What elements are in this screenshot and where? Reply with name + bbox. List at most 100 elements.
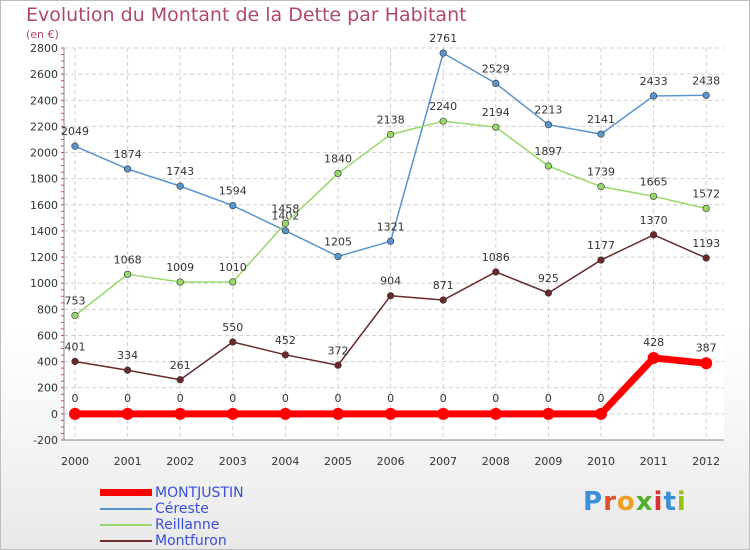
data-label: 2240 bbox=[429, 100, 457, 113]
data-point bbox=[71, 357, 79, 366]
y-tick-label: 0 bbox=[51, 408, 58, 421]
data-label: 1193 bbox=[692, 237, 720, 250]
data-label: 1177 bbox=[587, 239, 615, 252]
data-label: 1068 bbox=[114, 253, 142, 266]
data-label: 0 bbox=[229, 392, 236, 405]
data-label: 0 bbox=[492, 392, 499, 405]
data-point bbox=[439, 117, 447, 125]
data-label: 1840 bbox=[324, 152, 352, 165]
data-label: 0 bbox=[598, 392, 605, 405]
data-label: 2141 bbox=[587, 113, 615, 126]
data-label: 1086 bbox=[482, 251, 510, 264]
x-tick-label: 2008 bbox=[482, 455, 510, 468]
y-tick-label: 2800 bbox=[30, 42, 58, 55]
data-point bbox=[597, 183, 605, 191]
data-label: 1739 bbox=[587, 166, 615, 179]
data-label: 871 bbox=[433, 279, 454, 292]
data-point bbox=[489, 407, 502, 420]
x-tick-label: 2009 bbox=[534, 455, 562, 468]
data-label: 0 bbox=[124, 392, 131, 405]
data-label: 428 bbox=[643, 336, 664, 349]
data-label: 2213 bbox=[534, 104, 562, 117]
data-point bbox=[281, 219, 290, 227]
data-label: 372 bbox=[328, 344, 349, 357]
data-point bbox=[544, 289, 553, 297]
y-tick-label: 1200 bbox=[30, 251, 58, 264]
x-tick-label: 2001 bbox=[114, 455, 142, 468]
data-point bbox=[437, 407, 450, 420]
data-label: 1402 bbox=[271, 210, 299, 223]
data-point bbox=[544, 121, 553, 129]
data-label: 0 bbox=[72, 392, 79, 405]
data-point bbox=[700, 357, 713, 370]
data-point bbox=[334, 169, 342, 178]
data-point bbox=[702, 91, 710, 99]
y-tick-label: 600 bbox=[37, 329, 58, 342]
data-point bbox=[387, 130, 395, 139]
data-label: 1594 bbox=[219, 185, 247, 198]
x-tick-label: 2000 bbox=[61, 455, 89, 468]
legend-label: Céreste bbox=[155, 501, 209, 517]
x-tick-label: 2005 bbox=[324, 455, 352, 468]
data-label: 1370 bbox=[640, 214, 668, 227]
data-label: 1010 bbox=[219, 261, 247, 274]
data-point bbox=[492, 123, 500, 131]
data-point bbox=[71, 311, 79, 320]
y-tick-label: -200 bbox=[33, 434, 58, 447]
x-tick-label: 2011 bbox=[640, 455, 668, 468]
data-point bbox=[281, 227, 290, 235]
data-label: 0 bbox=[282, 392, 289, 405]
data-point bbox=[123, 366, 132, 374]
data-point bbox=[492, 79, 500, 88]
y-tick-label: 1800 bbox=[30, 173, 58, 186]
x-tick-label: 2003 bbox=[219, 455, 247, 468]
data-label: 2529 bbox=[482, 62, 510, 75]
x-tick-label: 2010 bbox=[587, 455, 615, 468]
logo-letter: r bbox=[603, 487, 617, 517]
data-label: 904 bbox=[380, 275, 401, 288]
legend-swatch bbox=[100, 524, 152, 526]
data-point bbox=[649, 192, 658, 200]
y-tick-label: 2200 bbox=[30, 120, 58, 133]
data-point bbox=[229, 338, 237, 346]
data-point bbox=[176, 278, 184, 286]
data-point bbox=[123, 270, 132, 278]
data-label: 0 bbox=[335, 392, 342, 405]
legend-label: Montfuron bbox=[155, 533, 227, 549]
data-point bbox=[334, 252, 342, 261]
data-point bbox=[649, 92, 658, 100]
data-label: 452 bbox=[275, 334, 296, 347]
x-tick-label: 2004 bbox=[271, 455, 299, 468]
data-point bbox=[387, 237, 395, 245]
chart-subtitle: (en €) bbox=[26, 28, 59, 41]
data-label: 0 bbox=[545, 392, 552, 405]
data-label: 0 bbox=[440, 392, 447, 405]
data-point bbox=[281, 351, 290, 359]
plot-area bbox=[64, 48, 724, 440]
logo-letter: t bbox=[663, 487, 677, 517]
y-tick-label: 2400 bbox=[30, 94, 58, 107]
proxiti-logo: Proxiti bbox=[583, 487, 687, 517]
data-point bbox=[174, 407, 187, 420]
data-label: 925 bbox=[538, 272, 559, 285]
data-point bbox=[542, 407, 555, 420]
y-tick-label: 800 bbox=[37, 303, 58, 316]
data-label: 1897 bbox=[534, 145, 562, 158]
legend-label: Reillanne bbox=[155, 517, 220, 533]
y-tick-label: 400 bbox=[37, 356, 58, 369]
data-label: 1743 bbox=[166, 165, 194, 178]
data-point bbox=[176, 376, 184, 384]
data-label: 2761 bbox=[429, 32, 457, 45]
y-tick-label: 2600 bbox=[30, 68, 58, 81]
logo-letter: i bbox=[653, 487, 664, 517]
data-label: 2138 bbox=[377, 114, 405, 127]
data-point bbox=[387, 292, 395, 300]
data-point bbox=[597, 130, 605, 138]
legend-swatch bbox=[100, 540, 152, 542]
data-label: 753 bbox=[65, 294, 86, 307]
data-label: 1458 bbox=[271, 202, 299, 215]
data-label: 401 bbox=[65, 340, 86, 353]
data-label: 334 bbox=[117, 349, 138, 362]
data-label: 1205 bbox=[324, 235, 352, 248]
